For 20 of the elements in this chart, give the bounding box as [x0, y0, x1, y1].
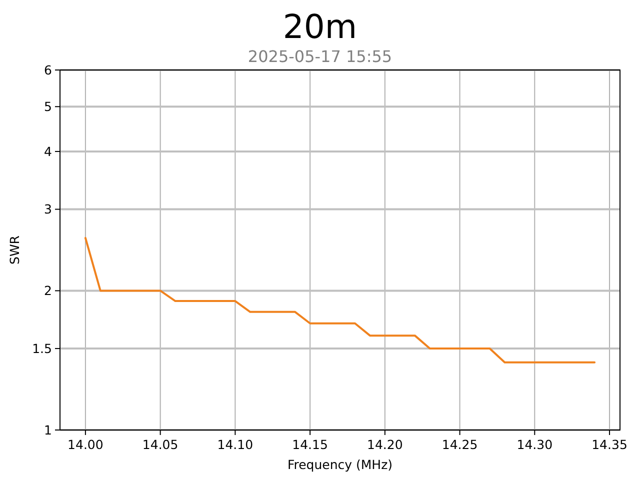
chart-subtitle: 2025-05-17 15:55	[248, 47, 392, 66]
chart-title: 20m	[282, 7, 358, 46]
y-tick-label: 6	[44, 62, 52, 78]
y-axis-title: SWR	[7, 235, 22, 264]
x-tick-label: 14.10	[217, 437, 254, 452]
y-tick-label: 2	[44, 283, 52, 298]
x-axis-title: Frequency (MHz)	[287, 457, 393, 472]
y-tick-label: 5	[44, 99, 52, 114]
line-series	[84, 237, 596, 364]
y-tick-label: 4	[44, 144, 52, 159]
x-tick-label: 14.00	[68, 437, 104, 452]
x-tick-label: 14.20	[367, 437, 403, 452]
y-tick-label: 3	[44, 202, 52, 217]
x-tick-label: 14.35	[592, 437, 628, 452]
x-tick-label: 14.30	[516, 437, 553, 452]
x-tick-label: 14.05	[142, 437, 178, 452]
x-tick-label: 14.25	[442, 437, 478, 452]
y-tick-label: 1.5	[32, 340, 52, 356]
x-tick-label: 14.15	[292, 437, 328, 452]
y-tick-label: 1	[44, 422, 52, 438]
